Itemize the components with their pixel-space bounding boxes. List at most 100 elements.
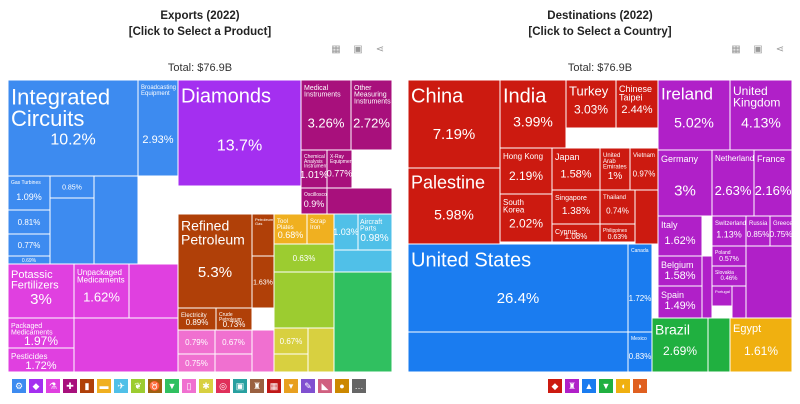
destinations-cell-germany[interactable]: Germany 3%: [657, 149, 713, 217]
destinations-cell-egypt[interactable]: Egypt 1.61%: [729, 317, 792, 372]
destinations-cell-rect[interactable]: [711, 285, 733, 307]
ellipsis-icon[interactable]: …: [352, 379, 366, 393]
exports-minor-cell[interactable]: [333, 249, 392, 273]
exports-minor-cell[interactable]: [128, 263, 179, 319]
destinations-cell-hong-kong[interactable]: Hong Kong 2.19%: [499, 147, 553, 195]
destinations-cell-netherlands[interactable]: Netherlands 2.63%: [711, 149, 758, 217]
leaf-icon[interactable]: ❦: [131, 379, 145, 393]
destinations-cell-rect[interactable]: [627, 243, 653, 333]
table-icon[interactable]: ▦: [731, 44, 741, 55]
destinations-cell-switzerland[interactable]: Switzerland 1.13%: [711, 215, 747, 247]
exports-cell-rect[interactable]: [251, 255, 275, 309]
exports-cell-rect[interactable]: [177, 353, 216, 372]
asia-icon[interactable]: ◆: [548, 379, 562, 393]
wheat-icon[interactable]: ✱: [199, 379, 213, 393]
exports-cell-rect[interactable]: [177, 329, 216, 355]
exports-cell-diamonds[interactable]: Diamonds 13.7%: [177, 80, 302, 187]
south-america-icon[interactable]: ▼: [599, 379, 613, 393]
exports-cell-rect[interactable]: [300, 187, 328, 215]
chair-icon[interactable]: ♜: [250, 379, 264, 393]
exports-cell-item-27[interactable]: 0.67%: [214, 329, 253, 355]
exports-cell-rect[interactable]: [73, 263, 130, 319]
exports-treemap[interactable]: IntegratedCircuits10.2%BroadcastingEquip…: [8, 80, 392, 372]
destinations-cell-rect[interactable]: [711, 149, 755, 217]
destinations-cell-rect[interactable]: [657, 149, 713, 217]
exports-cell-rect[interactable]: [350, 80, 392, 151]
table-icon[interactable]: ▦: [331, 44, 341, 55]
exports-cell-rect[interactable]: [8, 263, 75, 319]
fuel-icon[interactable]: ▮: [80, 379, 94, 393]
plane-icon[interactable]: ✈: [114, 379, 128, 393]
exports-cell-rect[interactable]: [8, 347, 75, 372]
tire-icon[interactable]: ◎: [216, 379, 230, 393]
image-icon[interactable]: ▣: [353, 44, 363, 55]
exports-title-block[interactable]: Exports (2022) [Click to Select a Produc…: [0, 8, 400, 40]
destinations-minor-cell[interactable]: [701, 255, 713, 319]
exports-minor-cell[interactable]: [273, 353, 309, 372]
destinations-cell-italy[interactable]: Italy 1.62%: [657, 215, 703, 257]
destinations-cell-rect[interactable]: [657, 255, 703, 287]
exports-cell-item-29[interactable]: 0.63%: [273, 243, 335, 273]
destinations-cell-rect[interactable]: [408, 243, 629, 333]
gear-icon[interactable]: ⚙: [12, 379, 26, 393]
share-icon[interactable]: ⋖: [775, 44, 785, 55]
destinations-title-block[interactable]: Destinations (2022) [Click to Select a C…: [400, 8, 800, 40]
exports-cell-rect[interactable]: [177, 213, 253, 309]
destinations-cell-rect[interactable]: [651, 317, 709, 372]
north-america-icon[interactable]: ▲: [582, 379, 596, 393]
paint-icon[interactable]: ✎: [301, 379, 315, 393]
exports-cell-item-15[interactable]: 1.63%: [251, 255, 275, 309]
destinations-cell-thailand[interactable]: Thailand 0.74%: [599, 189, 636, 225]
destinations-cell-japan[interactable]: Japan 1.58%: [551, 147, 601, 191]
destinations-cell-rect[interactable]: [408, 167, 501, 245]
shirt-icon[interactable]: ▼: [165, 379, 179, 393]
oceania-icon[interactable]: ◗: [633, 379, 647, 393]
exports-cell-gas-turbines[interactable]: Gas Turbines 1.09%: [8, 175, 51, 211]
destinations-cell-rect[interactable]: [565, 80, 617, 129]
image-icon[interactable]: ▣: [753, 44, 763, 55]
exports-minor-cell[interactable]: [49, 197, 95, 265]
destinations-cell-rect[interactable]: [729, 80, 792, 151]
bottle-icon[interactable]: ▯: [182, 379, 196, 393]
destinations-cell-mexico[interactable]: Mexico 0.83%: [627, 331, 653, 372]
diamond-icon[interactable]: ◆: [29, 379, 43, 393]
destinations-cell-palestine[interactable]: Palestine 5.98%: [408, 167, 501, 245]
destinations-cell-rect[interactable]: [657, 215, 703, 257]
flask-icon[interactable]: ⚗: [46, 379, 60, 393]
exports-cell-item-26[interactable]: 0.79%: [177, 329, 216, 355]
exports-cell-item-11[interactable]: 0.77%: [8, 233, 51, 257]
destinations-cell-rect[interactable]: [615, 80, 659, 129]
exports-minor-cell[interactable]: [73, 317, 179, 372]
destinations-subtitle[interactable]: [Click to Select a Country]: [528, 26, 672, 38]
destinations-cell-rect[interactable]: [745, 215, 771, 247]
share-icon[interactable]: ⋖: [375, 44, 385, 55]
exports-cell-item-28[interactable]: 0.75%: [177, 353, 216, 372]
exports-cell-rect[interactable]: [356, 213, 392, 251]
microscope-icon[interactable]: ✚: [63, 379, 77, 393]
destinations-cell-rect[interactable]: [599, 223, 636, 243]
exports-cell-item-12[interactable]: 0.69%: [8, 255, 51, 265]
exports-cell-rect[interactable]: [177, 80, 302, 187]
destinations-cell-ireland[interactable]: Ireland 5.02%: [657, 80, 731, 151]
destinations-minor-cell[interactable]: [634, 189, 659, 245]
africa-icon[interactable]: ◖: [616, 379, 630, 393]
